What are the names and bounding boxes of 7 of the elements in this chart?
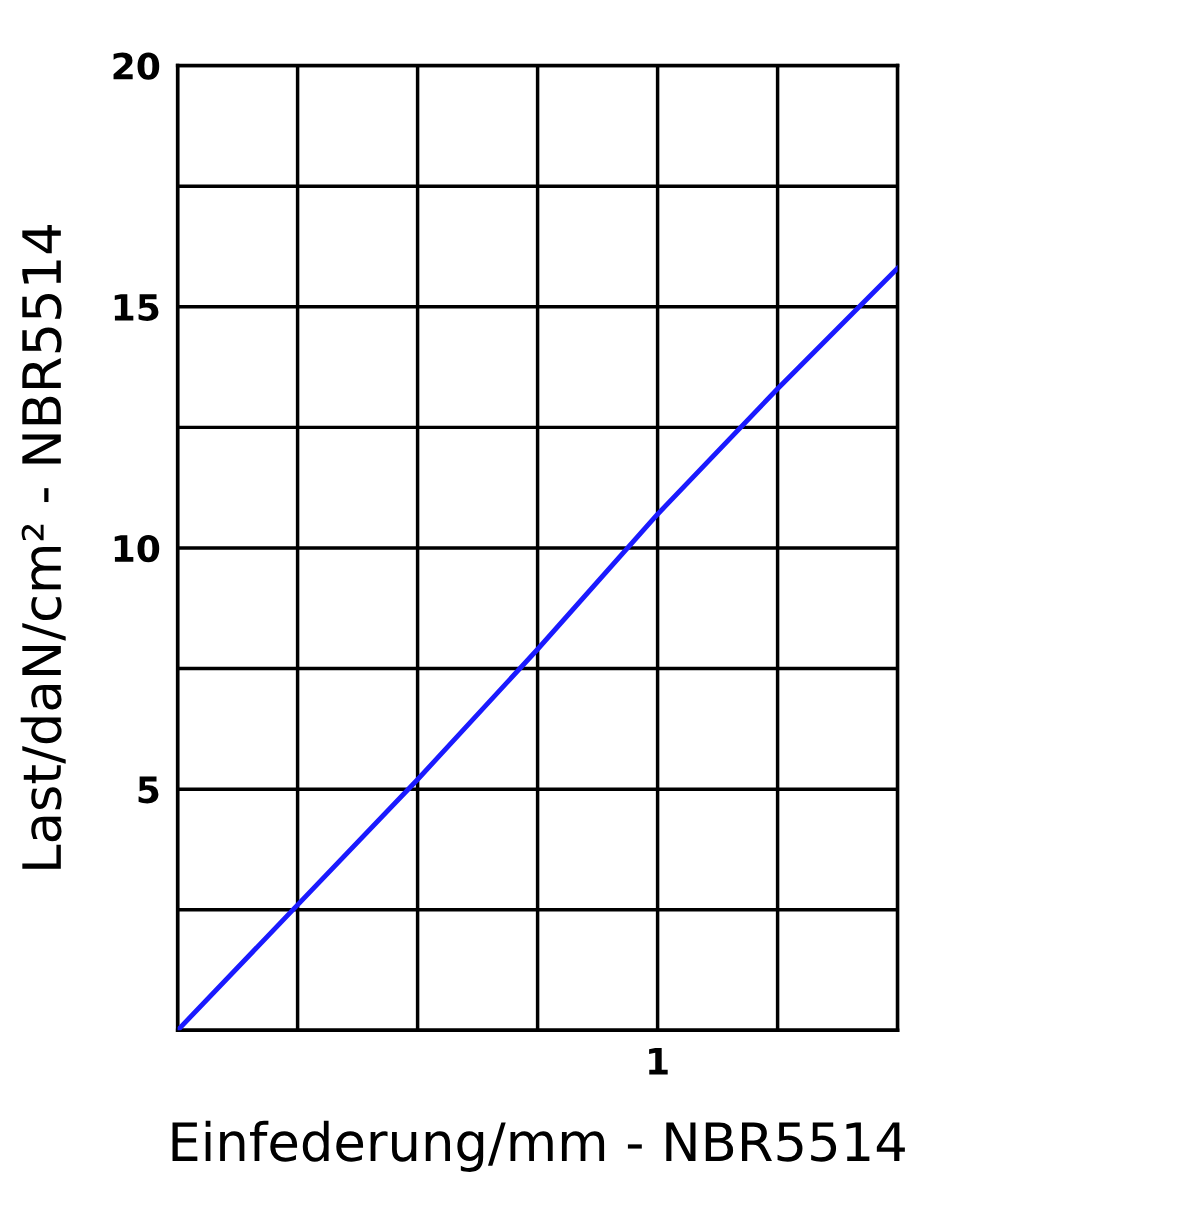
y-axis-title: Last/daN/cm² - NBR5514	[20, 225, 66, 869]
y-tick-label: 20	[113, 52, 160, 80]
x-tick-label: 1	[649, 1048, 668, 1075]
y-tick-label: 15	[114, 294, 159, 322]
y-tick-label: 5	[138, 776, 159, 804]
y-tick-label: 10	[114, 534, 160, 563]
x-axis-title: Einfederung/mm - NBR5514	[172, 1120, 905, 1172]
